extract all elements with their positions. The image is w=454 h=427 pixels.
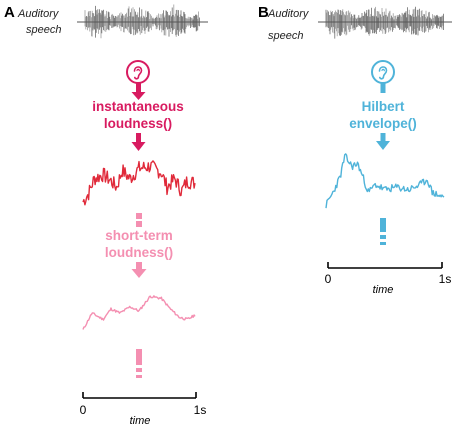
panel-a-letter: A bbox=[4, 4, 15, 21]
panel-b-stage1-label-line1: Hilbert bbox=[362, 99, 405, 114]
panel-b-speech-label-line1: Auditory bbox=[267, 8, 310, 20]
panel-a: A Auditory speech instantaneous loudness… bbox=[4, 4, 208, 427]
panel-b-stage1-label-line2: envelope() bbox=[349, 116, 417, 131]
panel-a-instantaneous-loudness-trace bbox=[82, 160, 196, 206]
panel-a-axis-title: time bbox=[130, 415, 151, 427]
panel-b: B Auditory speech Hilbert envelope() bbox=[258, 4, 452, 296]
panel-a-stage1-label-line1: instantaneous bbox=[92, 99, 184, 114]
panel-a-time-axis: 0 1s time bbox=[80, 392, 207, 427]
panel-a-arrow-2 bbox=[131, 133, 146, 151]
panel-a-stage1-label-line2: loudness() bbox=[104, 116, 172, 131]
panel-b-ear-icon bbox=[371, 60, 395, 84]
panel-b-dashed-continuation bbox=[380, 218, 386, 245]
panel-b-letter: B bbox=[258, 4, 269, 21]
panel-b-hilbert-envelope-trace bbox=[325, 153, 445, 209]
panel-b-arrow-2 bbox=[376, 133, 390, 150]
panel-a-stage2-label-line1: short-term bbox=[105, 228, 173, 243]
panel-a-speech-label-line2: speech bbox=[26, 24, 61, 36]
panel-a-axis-end-label: 1s bbox=[194, 403, 207, 417]
panel-a-arrow-4 bbox=[131, 262, 147, 278]
panel-b-axis-start-label: 0 bbox=[325, 272, 332, 286]
panel-a-speech-label-line1: Auditory bbox=[17, 8, 60, 20]
panel-b-time-axis: 0 1s time bbox=[325, 262, 452, 296]
panel-a-arrow-1 bbox=[131, 83, 146, 100]
panel-a-short-term-loudness-trace bbox=[82, 295, 196, 330]
panel-b-axis-end-label: 1s bbox=[439, 272, 452, 286]
panel-a-arrow-3 bbox=[136, 213, 142, 227]
panel-b-arrow-1 bbox=[380, 83, 386, 93]
panel-b-speech-waveform bbox=[318, 6, 452, 39]
panel-b-axis-title: time bbox=[373, 284, 394, 296]
panel-a-dashed-continuation bbox=[136, 349, 142, 378]
panel-a-stage2-label-line2: loudness() bbox=[105, 245, 173, 260]
panel-a-ear-icon bbox=[126, 60, 150, 84]
panel-a-speech-waveform bbox=[77, 4, 208, 39]
panel-a-axis-start-label: 0 bbox=[80, 403, 87, 417]
panel-b-speech-label-line2: speech bbox=[268, 30, 303, 42]
